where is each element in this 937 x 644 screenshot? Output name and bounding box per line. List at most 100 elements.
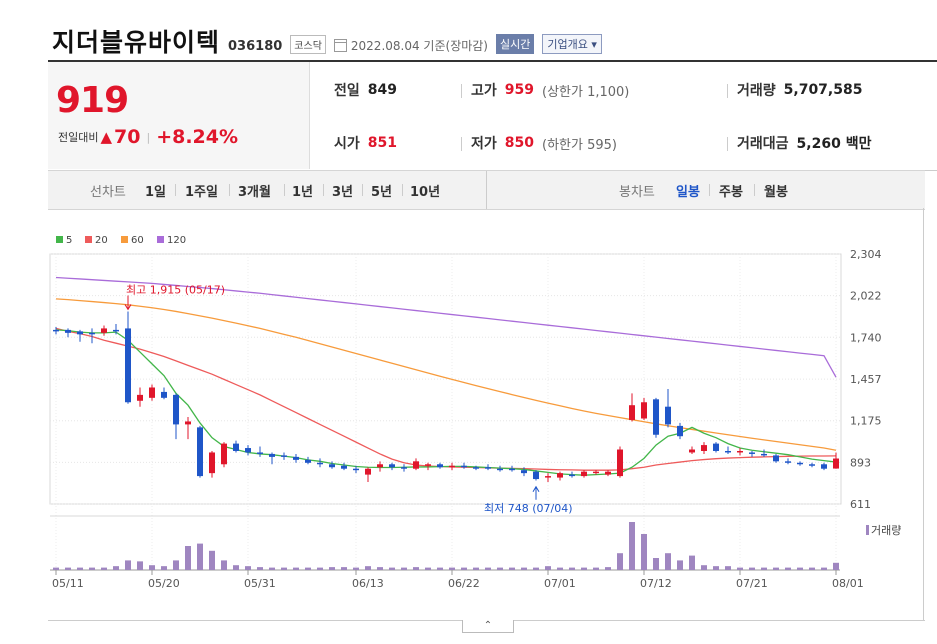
date-info: 2022.08.04 기준(장마감)	[333, 37, 488, 54]
volume-bar	[113, 566, 119, 570]
candle-chart-label: 봉차트	[619, 185, 655, 200]
period-tab-3y[interactable]: 3년	[332, 185, 354, 200]
volume-bar	[101, 567, 107, 570]
volume-bar	[197, 543, 203, 570]
candle-body	[617, 449, 623, 477]
period-tab-1w[interactable]: 1주일	[185, 185, 218, 200]
high-cell: 고가 959 (상한가 1,100)	[471, 80, 629, 100]
legend-label: 60	[131, 235, 144, 246]
candle-body	[329, 464, 335, 468]
price-box: 919 전일대비 ▲ 70 | +8.24%	[48, 62, 310, 169]
volume-bar	[209, 550, 215, 570]
high-arrow-head	[124, 304, 132, 311]
change-row: 전일대비 ▲ 70 | +8.24%	[58, 126, 238, 148]
volume-bar	[809, 567, 815, 570]
x-tick-label: 05/11	[52, 577, 84, 590]
candle-body	[305, 459, 311, 463]
stock-code: 036180	[228, 39, 283, 54]
volume-bar	[53, 567, 59, 570]
candle-body	[281, 455, 287, 457]
candle-tab-daily[interactable]: 일봉	[676, 185, 700, 200]
period-tab-5y[interactable]: 5년	[371, 185, 393, 200]
chevron-up-icon: ⌃	[483, 620, 493, 631]
candle-body	[389, 464, 395, 468]
high-annotation: 최고 1,915 (05/17)	[126, 283, 225, 296]
volume-bar	[677, 560, 683, 570]
candle-body	[725, 450, 731, 453]
candle-body	[545, 476, 551, 478]
volume-bar	[293, 567, 299, 570]
volume-bar	[125, 560, 131, 570]
volume-bar	[161, 566, 167, 570]
legend-swatch	[56, 236, 63, 243]
prev-close-value: 849	[367, 82, 397, 98]
candle-body	[173, 394, 179, 425]
volume-bar	[137, 561, 143, 570]
lower-limit: (하한가 595)	[542, 137, 617, 153]
period-tab-1y[interactable]: 1년	[292, 185, 314, 200]
volume-bar	[557, 567, 563, 570]
candle-body	[197, 427, 203, 477]
low-cell: 저가 850 (하한가 595)	[471, 133, 617, 153]
volume-bar	[653, 558, 659, 570]
upper-limit: (상한가 1,100)	[542, 84, 630, 100]
candle-body	[833, 458, 839, 469]
candle-body	[557, 473, 563, 478]
period-tab-10y[interactable]: 10년	[410, 185, 441, 200]
legend-label: 20	[95, 235, 108, 246]
volume-bar	[521, 567, 527, 570]
period-tab-1d[interactable]: 1일	[145, 185, 167, 200]
volume-bar	[797, 567, 803, 570]
volume-bar	[725, 566, 731, 570]
candle-body	[425, 464, 431, 466]
candle-body	[233, 443, 239, 451]
candle-body	[161, 391, 167, 398]
volume-bar	[497, 567, 503, 570]
period-tab-3m[interactable]: 3개월	[238, 185, 271, 200]
candle-body	[221, 443, 227, 465]
candle-body	[533, 471, 539, 480]
legend-label: 5	[66, 235, 72, 246]
volume-bar	[281, 567, 287, 570]
volume-bar	[821, 567, 827, 570]
volume-bar	[149, 565, 155, 570]
y-tick-label: 1,457	[850, 373, 882, 386]
tab-divider	[709, 184, 710, 196]
company-overview-button[interactable]: 기업개요 ▾	[542, 34, 602, 54]
volume-bar	[605, 567, 611, 570]
candle-body	[257, 452, 263, 454]
candle-tab-weekly[interactable]: 주봉	[719, 185, 743, 200]
volume-bar	[545, 566, 551, 570]
volume-bar	[437, 567, 443, 570]
open-value: 851	[367, 135, 397, 151]
tab-divider	[229, 184, 230, 196]
volume-bar	[761, 567, 767, 570]
divider	[727, 84, 728, 98]
realtime-button[interactable]: 실시간	[496, 34, 535, 54]
volume-bar	[641, 534, 647, 570]
candle-body	[497, 468, 503, 471]
volume-bar	[533, 567, 539, 570]
volume-bar	[377, 567, 383, 570]
moving-averages	[55, 276, 837, 476]
candle-body	[77, 331, 83, 335]
volume-bar	[689, 555, 695, 570]
volume-bar	[785, 567, 791, 570]
candle-body	[125, 328, 131, 403]
amount-value: 5,260 백만	[796, 136, 872, 152]
tab-divider	[323, 184, 324, 196]
candles	[53, 311, 839, 482]
candle-body	[569, 474, 575, 477]
chart-tabs: 선차트 1일 1주일 3개월 1년 3년 5년 10년 봉차트 일봉 주봉 월봉	[48, 170, 925, 210]
candle-body	[449, 465, 455, 468]
candle-tab-monthly[interactable]: 월봉	[764, 185, 788, 200]
candle-body	[761, 453, 767, 456]
divider	[461, 84, 462, 98]
divider: |	[146, 130, 151, 144]
tab-divider	[284, 184, 285, 196]
volume-bar	[317, 567, 323, 570]
candle-body	[365, 468, 371, 475]
volume-bar	[713, 566, 719, 570]
candle-body	[245, 448, 251, 453]
collapse-handle[interactable]: ⌃	[462, 620, 514, 633]
